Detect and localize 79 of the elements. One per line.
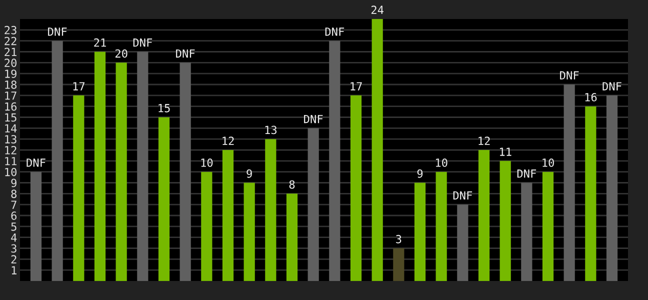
bar [94,52,106,281]
data-label: DNF [602,82,622,90]
bar [521,182,532,281]
y-tick-label: 20 [4,58,16,68]
bar [414,182,426,281]
bar [52,40,63,281]
y-tick-label: 11 [5,157,16,166]
y-tick-label: 10 [5,168,16,176]
y-tick-label: 13 [5,135,16,144]
data-label: 21 [94,38,106,47]
bar [457,204,468,281]
data-label: 10 [436,158,448,167]
y-tick-label: 21 [4,48,16,56]
data-label: DNF [517,170,536,178]
data-label: 9 [246,169,252,178]
bar [73,95,84,281]
data-label: 9 [417,169,423,178]
bar [564,84,575,281]
bar [585,106,596,281]
bar [286,194,298,281]
data-label: DNF [560,71,579,80]
data-label: 20 [115,49,128,58]
y-tick-label: 4 [11,233,17,242]
bar [116,62,127,281]
y-tick-label: 2 [11,255,16,264]
data-label: 10 [542,158,554,167]
data-label: DNF [176,49,195,58]
bar [500,160,511,281]
data-label: 11 [500,148,512,156]
bar [30,172,42,281]
bar [393,248,404,281]
data-label: 12 [222,136,234,145]
data-label: 24 [371,6,384,14]
data-label: 3 [396,234,402,244]
y-tick-label: 1 [12,266,16,274]
bar [372,19,383,281]
bar [308,128,319,281]
y-tick-label: 7 [11,200,16,209]
data-label: DNF [304,114,323,124]
y-tick-label: 9 [11,178,16,188]
y-tick-label: 22 [4,36,16,46]
bar [436,172,447,281]
bar [606,95,618,281]
y-tick-label: 8 [11,190,17,198]
bar [158,117,170,281]
y-tick-label: 14 [5,124,17,132]
data-label: DNF [26,158,46,167]
bar [222,150,234,281]
y-tick-label: 6 [11,212,16,220]
data-label: DNF [133,38,152,47]
bar [350,95,362,281]
data-label: 17 [350,82,362,90]
data-label: DNF [453,191,472,200]
bar [265,139,276,281]
y-tick-label: 17 [5,92,16,100]
y-tick-label: 18 [5,80,17,89]
bar [542,172,554,281]
data-label: 16 [585,93,597,102]
data-label: DNF [48,28,67,36]
y-tick-label: 19 [5,70,16,78]
bar [329,40,340,281]
data-label: DNF [325,28,344,36]
data-label: 8 [289,180,295,189]
y-tick-label: 12 [5,146,16,154]
y-tick-label: 5 [11,222,16,231]
bar [180,62,191,281]
bar [244,182,255,281]
data-label: 17 [73,82,85,90]
bar [478,150,490,281]
y-tick-label: 16 [5,102,16,111]
data-label: 13 [265,126,277,134]
data-label: 10 [201,158,213,167]
bar [137,52,148,281]
y-tick-label: 3 [11,244,16,253]
y-tick-label: 15 [5,113,16,122]
data-label: 12 [478,136,490,145]
data-label: 15 [158,104,170,112]
bar [201,172,212,281]
y-tick-label: 23 [4,26,16,34]
